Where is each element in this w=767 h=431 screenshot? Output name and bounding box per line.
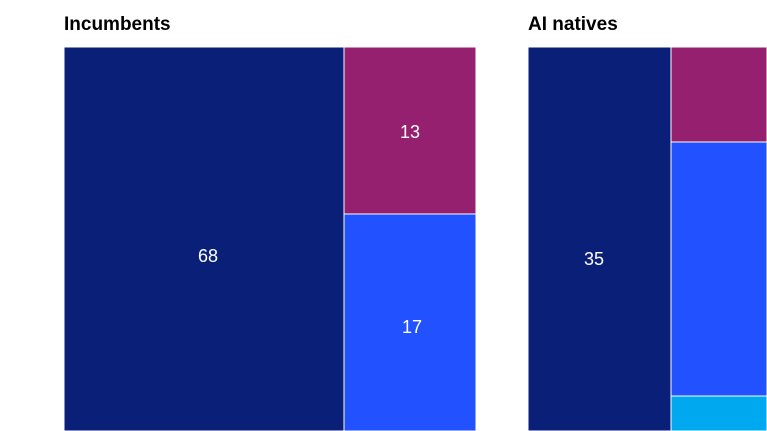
incumbents-cell-2 <box>343 213 477 431</box>
incumbents-cell-label-0: 68 <box>198 246 218 266</box>
ai-natives-cell-2 <box>670 141 767 397</box>
incumbents-cell-label-2: 17 <box>402 317 422 337</box>
ai-natives-cell-1 <box>670 46 767 143</box>
ai-natives-title: AI natives <box>528 14 618 35</box>
incumbents-cell-label-1: 13 <box>400 122 420 142</box>
ai-natives-cell-0 <box>527 46 672 431</box>
ai-natives-cell-label-0: 35 <box>584 249 604 269</box>
incumbents-title: Incumbents <box>64 14 171 35</box>
incumbents-cell-0 <box>63 46 345 431</box>
incumbents-cell-1 <box>343 46 477 215</box>
ai-natives-cell-3 <box>670 395 767 431</box>
